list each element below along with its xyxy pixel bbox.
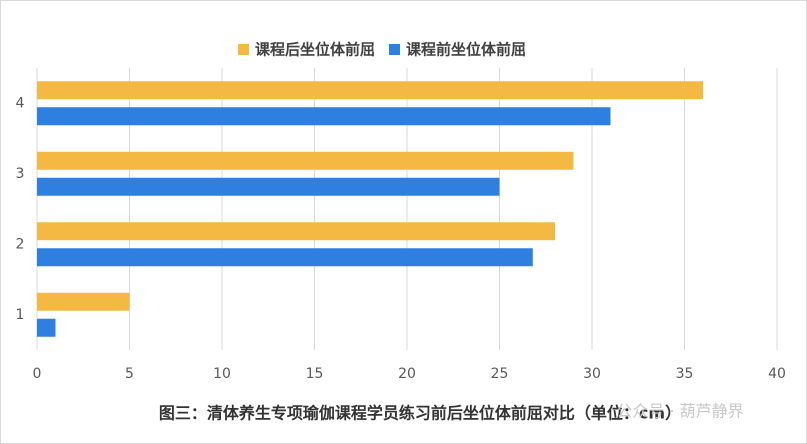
bar (37, 222, 555, 241)
chart-caption: 图三：清体养生专项瑜伽课程学员练习前后坐位体前屈对比（单位：cm） (159, 404, 681, 423)
x-tick-label: 40 (768, 366, 786, 382)
x-tick-label: 25 (491, 366, 509, 382)
bar (37, 151, 574, 170)
legend-swatch (238, 44, 249, 55)
watermark: 公众号 · 葫芦静界 (616, 402, 743, 421)
bar (37, 248, 533, 267)
bar (37, 107, 611, 126)
bar (37, 318, 56, 337)
x-tick-label: 30 (583, 366, 601, 382)
bar (37, 177, 500, 196)
x-tick-label: 20 (398, 366, 416, 382)
legend-label: 课程后坐位体前屈 (255, 41, 375, 59)
y-tick-label: 3 (16, 166, 25, 182)
x-tick-label: 10 (213, 366, 231, 382)
y-tick-label: 2 (16, 236, 25, 252)
legend-label: 课程前坐位体前屈 (406, 41, 526, 59)
y-tick-label: 4 (16, 95, 25, 111)
legend-swatch (389, 44, 401, 55)
x-tick-label: 35 (676, 366, 694, 382)
y-tick-label: 1 (16, 307, 25, 323)
bar (37, 81, 703, 100)
x-tick-label: 0 (33, 366, 42, 382)
x-tick-label: 15 (306, 366, 324, 382)
x-tick-label: 5 (125, 366, 134, 382)
bar (37, 292, 130, 311)
